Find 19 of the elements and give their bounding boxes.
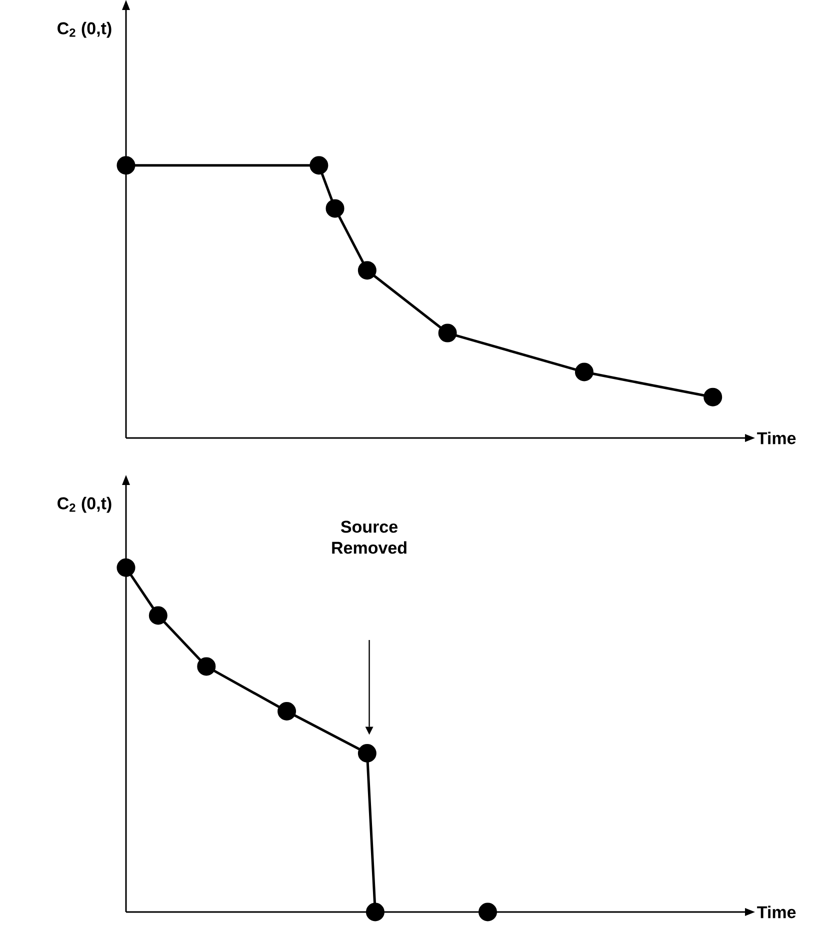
x-axis-title: Time xyxy=(757,432,796,444)
point xyxy=(704,388,722,406)
point xyxy=(148,606,168,625)
y-axis-title: C$_{2}$ (0,t) xyxy=(58,22,112,38)
point xyxy=(358,261,376,280)
point xyxy=(310,156,328,175)
point xyxy=(197,657,216,676)
point xyxy=(438,324,457,342)
y-axis-title: C$_{2}$ (0,t) xyxy=(58,496,112,513)
point xyxy=(278,702,296,720)
point xyxy=(358,744,376,762)
point xyxy=(478,902,498,922)
x-axis-title: Time xyxy=(757,906,796,918)
point xyxy=(326,199,344,218)
point xyxy=(116,558,136,577)
point xyxy=(574,362,594,382)
source-note: Source Removed xyxy=(332,520,406,554)
point xyxy=(116,156,136,175)
point xyxy=(366,902,384,922)
